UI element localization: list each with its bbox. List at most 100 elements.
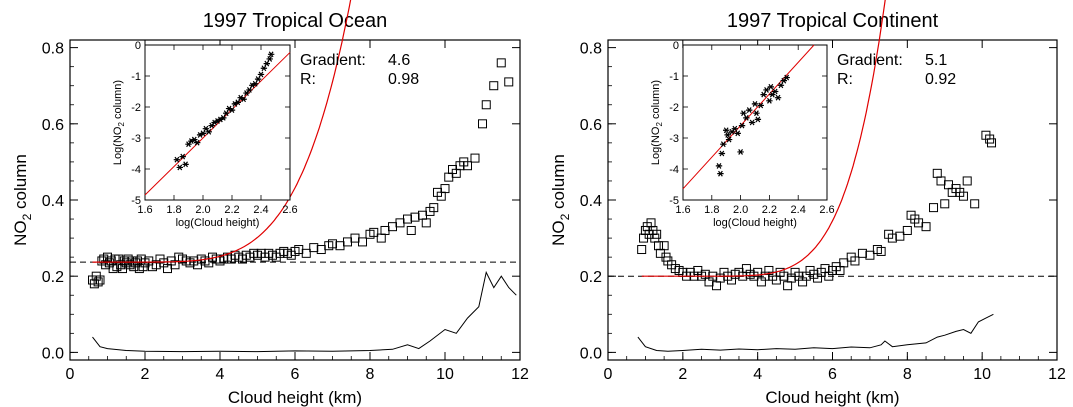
x-tick-label: 6 bbox=[291, 366, 300, 383]
inset-x-label: log(Cloud height) bbox=[176, 217, 260, 229]
inset-point bbox=[753, 110, 760, 117]
inset-point bbox=[766, 97, 773, 104]
gradient-value: 4.6 bbox=[388, 52, 410, 69]
inset-point bbox=[748, 119, 756, 126]
x-tick-label: 0 bbox=[66, 366, 75, 383]
inset-plot: 1.6 1.8 2.0 2.2 2.4 2.6 0 -1 -2 -3 -4 -5 log(Cloud h… bbox=[112, 40, 298, 229]
x-tick-label: 2 bbox=[678, 366, 687, 383]
inset-y-tick-label: 0 bbox=[673, 40, 679, 52]
inset-point bbox=[260, 65, 268, 72]
data-square bbox=[895, 231, 905, 241]
inset-point bbox=[757, 102, 764, 109]
x-tick-label: 12 bbox=[511, 366, 529, 383]
inset-x-tick-label: 2.0 bbox=[195, 204, 210, 216]
inset-x-tick-label: 2.0 bbox=[733, 204, 748, 216]
inset-point bbox=[199, 130, 207, 137]
data-square bbox=[865, 250, 875, 260]
inset-x-tick-label: 2.4 bbox=[253, 204, 268, 216]
y-tick-label: 0.0 bbox=[42, 345, 64, 362]
y-tick-label: 0.8 bbox=[580, 41, 602, 58]
gradient-label: Gradient: bbox=[300, 52, 366, 69]
inset-point bbox=[734, 130, 741, 137]
fit-curve bbox=[641, 0, 886, 277]
x-axis-label: Cloud height (km) bbox=[765, 388, 899, 407]
inset-point bbox=[263, 60, 270, 67]
inset-y-tick-label: -1 bbox=[669, 71, 679, 83]
inset-y-label: Log(NO2 column) bbox=[650, 80, 664, 165]
y-axis-label: NO2 column bbox=[11, 154, 34, 246]
inset-point bbox=[754, 116, 762, 123]
data-square bbox=[783, 281, 793, 291]
inset-point bbox=[771, 88, 779, 95]
inset-point bbox=[182, 161, 189, 168]
chart-panel-2: 1997 Tropical Continent 0 2 4 6 8 10 12 0.0 0.2 0.… bbox=[549, 0, 1066, 407]
y-tick-label: 0.6 bbox=[580, 117, 602, 134]
data-square bbox=[380, 225, 390, 235]
inset-point bbox=[783, 74, 790, 81]
inset-point bbox=[257, 71, 265, 78]
gradient-label: Gradient: bbox=[837, 52, 903, 69]
data-square bbox=[652, 229, 662, 239]
inset-point bbox=[228, 107, 236, 114]
inset-point bbox=[767, 83, 775, 90]
inset-point bbox=[737, 149, 744, 155]
inset-point bbox=[724, 131, 731, 138]
data-square bbox=[987, 138, 997, 148]
inset-point bbox=[194, 139, 201, 146]
data-square bbox=[496, 58, 506, 68]
inset-point bbox=[179, 153, 186, 160]
inset-x-tick-label: 2.2 bbox=[224, 204, 239, 216]
inset-point bbox=[751, 100, 759, 107]
inset-point bbox=[254, 76, 262, 83]
inset-fit-line bbox=[682, 44, 815, 190]
inset-point bbox=[731, 125, 739, 132]
inset-y-tick-label: -1 bbox=[131, 71, 141, 83]
inset-x-tick-label: 1.6 bbox=[675, 204, 690, 216]
data-square bbox=[932, 168, 942, 178]
data-square bbox=[395, 218, 405, 228]
y-tick-label: 0.8 bbox=[42, 41, 64, 58]
y-tick-label: 0.2 bbox=[42, 269, 64, 286]
inset-x-tick-label: 2.6 bbox=[819, 204, 834, 216]
y-tick-label: 0.4 bbox=[42, 193, 64, 210]
inset-point bbox=[266, 56, 273, 62]
inset-point bbox=[240, 96, 247, 103]
data-square bbox=[421, 218, 431, 228]
inset-y-label: Log(NO2 column) bbox=[112, 80, 126, 165]
fit-curve bbox=[92, 0, 352, 263]
inset-x-tick-label: 2.6 bbox=[282, 204, 297, 216]
inset-point bbox=[173, 156, 181, 163]
y-axis-label: NO2 column bbox=[549, 154, 572, 246]
data-square bbox=[470, 153, 480, 163]
r-label: R: bbox=[300, 71, 316, 88]
inset-y-tick-label: -3 bbox=[131, 133, 141, 145]
data-square bbox=[637, 245, 647, 255]
data-square bbox=[902, 225, 912, 235]
inset-y-tick-label: -4 bbox=[669, 164, 679, 176]
x-tick-label: 10 bbox=[436, 366, 454, 383]
data-square bbox=[335, 241, 345, 251]
data-square bbox=[921, 222, 931, 232]
y-tick-label: 0.0 bbox=[580, 345, 602, 362]
data-square bbox=[369, 227, 379, 237]
data-square bbox=[940, 199, 950, 209]
x-tick-label: 12 bbox=[1048, 366, 1066, 383]
data-square bbox=[410, 212, 420, 222]
data-square bbox=[481, 100, 491, 110]
inset-x-tick-label: 2.4 bbox=[791, 204, 806, 216]
data-square bbox=[970, 199, 980, 209]
chart-title: 1997 Tropical Ocean bbox=[203, 10, 388, 32]
inset-point bbox=[763, 87, 770, 93]
data-square bbox=[478, 119, 487, 129]
data-square bbox=[489, 81, 499, 91]
data-square bbox=[343, 237, 352, 247]
inset-y-tick-label: 0 bbox=[135, 40, 141, 52]
inset-point bbox=[223, 110, 230, 117]
frequency-line bbox=[92, 270, 517, 353]
data-square bbox=[350, 233, 360, 243]
inset-point bbox=[205, 128, 212, 135]
inset-y-tick-label: -5 bbox=[131, 195, 141, 207]
data-square bbox=[504, 77, 514, 87]
r-value: 0.98 bbox=[388, 71, 419, 88]
